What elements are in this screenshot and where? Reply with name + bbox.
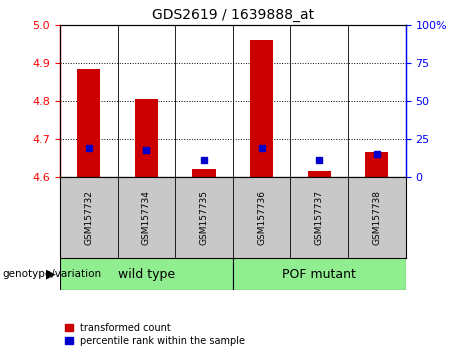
Text: genotype/variation: genotype/variation bbox=[2, 269, 101, 279]
Text: GSM157737: GSM157737 bbox=[315, 190, 324, 245]
Text: GSM157732: GSM157732 bbox=[84, 190, 93, 245]
Text: wild type: wild type bbox=[118, 268, 175, 281]
Text: GSM157734: GSM157734 bbox=[142, 190, 151, 245]
Bar bbox=[193, 169, 216, 177]
Bar bbox=[365, 152, 388, 177]
Text: POF mutant: POF mutant bbox=[282, 268, 356, 281]
Text: GSM157736: GSM157736 bbox=[257, 190, 266, 245]
Bar bbox=[233, 258, 406, 290]
Legend: transformed count, percentile rank within the sample: transformed count, percentile rank withi… bbox=[65, 323, 245, 346]
Text: GSM157738: GSM157738 bbox=[372, 190, 381, 245]
Text: ▶: ▶ bbox=[46, 268, 55, 281]
Bar bbox=[60, 258, 233, 290]
Bar bbox=[77, 69, 100, 177]
Bar bbox=[308, 171, 331, 177]
Bar bbox=[135, 99, 158, 177]
Bar bbox=[250, 40, 273, 177]
Text: GSM157735: GSM157735 bbox=[200, 190, 208, 245]
Title: GDS2619 / 1639888_at: GDS2619 / 1639888_at bbox=[152, 8, 314, 22]
